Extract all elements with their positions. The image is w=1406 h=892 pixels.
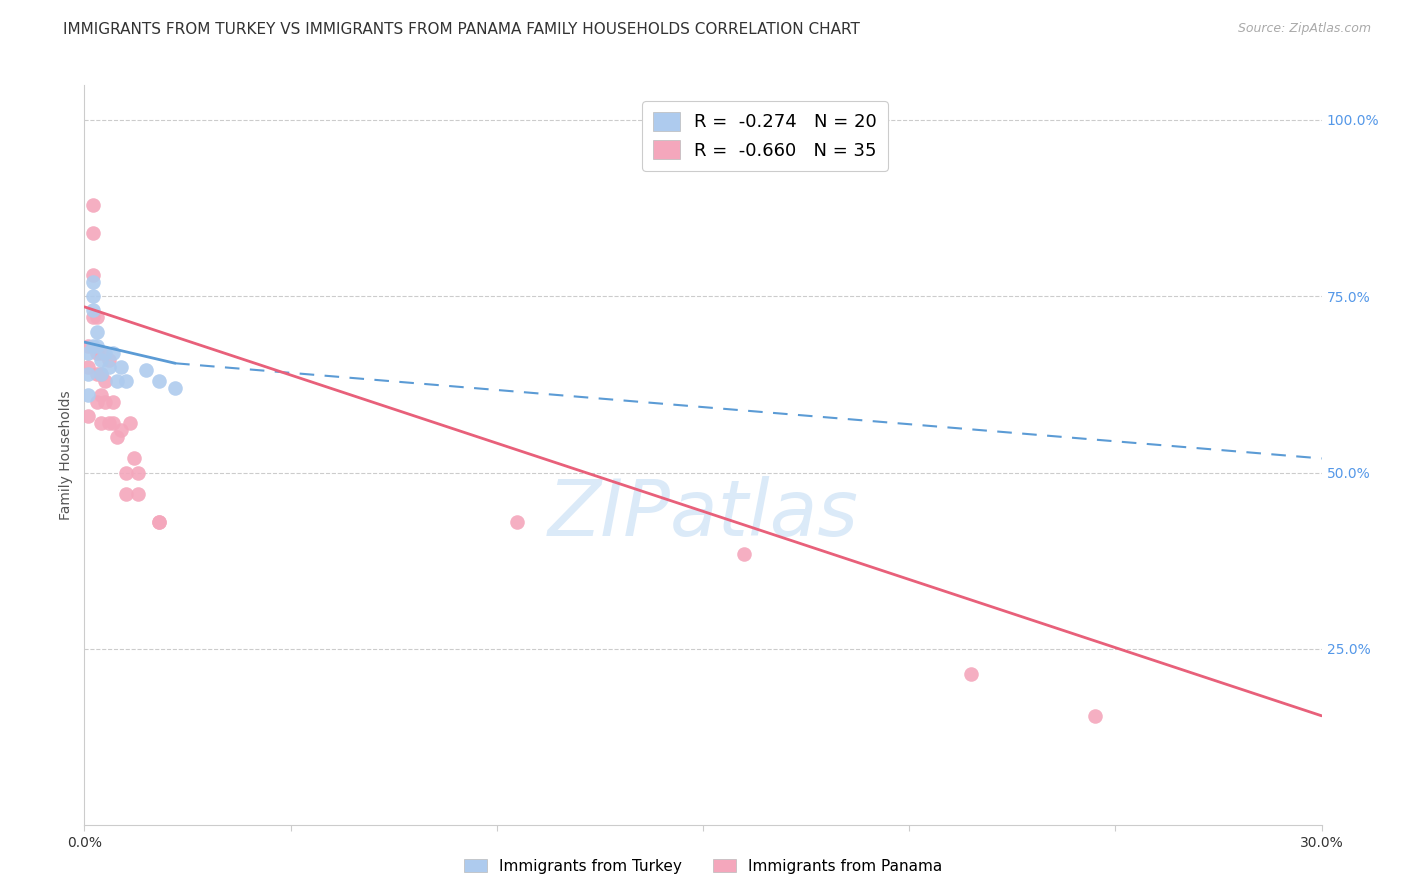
Point (77, 338, 100, 352)
Point (82, 303, 104, 318)
Point (103, 416, 125, 430)
Point (105, 374, 128, 388)
Point (127, 486, 149, 500)
Point (94, 345, 117, 359)
Point (90, 345, 112, 359)
Point (94, 374, 117, 388)
Point (960, 666, 983, 681)
Point (82, 310, 104, 325)
Point (148, 515, 170, 529)
Point (82, 268, 104, 282)
Point (82, 289, 104, 303)
Point (114, 466, 136, 480)
Point (82, 275, 104, 289)
Point (86, 310, 108, 325)
Point (86, 338, 108, 352)
Y-axis label: Family Households: Family Households (59, 390, 73, 520)
Point (86, 325, 108, 339)
Point (127, 466, 149, 480)
Point (77, 367, 100, 381)
Point (122, 451, 145, 466)
Text: IMMIGRANTS FROM TURKEY VS IMMIGRANTS FROM PANAMA FAMILY HOUSEHOLDS CORRELATION C: IMMIGRANTS FROM TURKEY VS IMMIGRANTS FRO… (63, 22, 860, 37)
Point (86, 345, 108, 359)
Point (148, 374, 170, 388)
Point (98, 359, 121, 374)
Point (90, 416, 112, 430)
Point (86, 395, 108, 409)
Point (110, 359, 132, 374)
Point (103, 345, 125, 359)
Point (82, 226, 104, 240)
Legend: Immigrants from Turkey, Immigrants from Panama: Immigrants from Turkey, Immigrants from … (458, 853, 948, 880)
Point (82, 197, 104, 211)
Point (77, 409, 100, 424)
Point (110, 423, 132, 437)
Point (103, 395, 125, 409)
Point (77, 345, 100, 359)
Point (94, 395, 117, 409)
Point (90, 367, 112, 381)
Point (77, 359, 100, 374)
Point (118, 416, 141, 430)
Point (105, 430, 128, 444)
Text: ZIPatlas: ZIPatlas (547, 476, 859, 552)
Point (135, 363, 157, 377)
Point (733, 547, 755, 561)
Point (86, 367, 108, 381)
Point (82, 338, 104, 352)
Point (506, 515, 529, 529)
Point (114, 374, 136, 388)
Text: Source: ZipAtlas.com: Source: ZipAtlas.com (1237, 22, 1371, 36)
Point (114, 486, 136, 500)
Point (98, 416, 121, 430)
Point (90, 367, 112, 381)
Legend: R =  -0.274   N = 20, R =  -0.660   N = 35: R = -0.274 N = 20, R = -0.660 N = 35 (643, 101, 887, 170)
Point (90, 352, 112, 367)
Point (90, 388, 112, 402)
Point (77, 388, 100, 402)
Point (98, 352, 121, 367)
Point (1084, 708, 1107, 723)
Point (148, 515, 170, 529)
Point (165, 381, 187, 395)
